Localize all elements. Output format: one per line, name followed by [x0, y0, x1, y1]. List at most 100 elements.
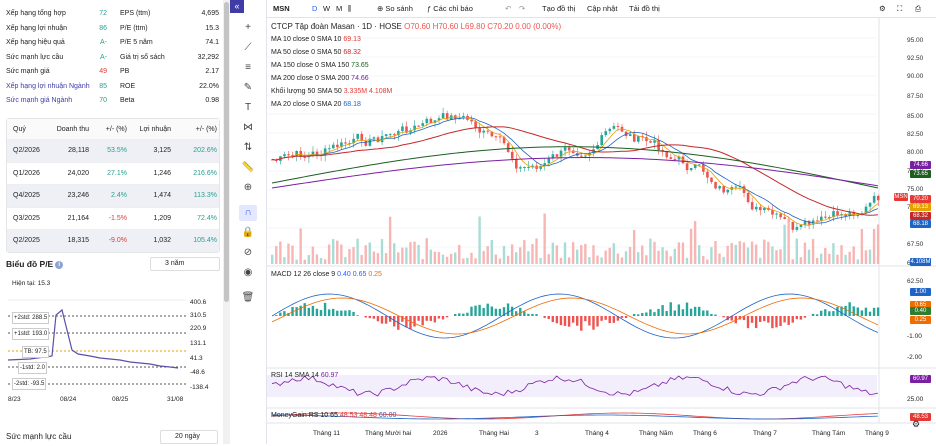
pe-range-select[interactable]: 3 năm: [150, 257, 220, 271]
candle: [332, 145, 335, 149]
ma20-line: [272, 118, 878, 223]
volume-bar: [365, 245, 367, 264]
magnet-icon[interactable]: ∩: [239, 205, 257, 221]
macd-hist: [543, 316, 545, 318]
macd-hist: [787, 316, 789, 325]
collapse-icon[interactable]: «: [230, 0, 244, 13]
volume-bar: [861, 229, 863, 264]
indicator-legend[interactable]: MA 150 close 0 SMA 150 73.65: [271, 61, 369, 71]
demand-range-select[interactable]: 20 ngày: [160, 430, 218, 444]
indicator-legend[interactable]: Khối lượng 50 SMA 50 3.335M 4.108M: [271, 87, 392, 97]
ruler-icon[interactable]: 📏: [239, 160, 257, 176]
create-chart-button[interactable]: Tạo đồ thị: [542, 3, 575, 15]
stat-label-2: P/E 5 năm: [120, 36, 153, 50]
load-chart-button[interactable]: Tải đồ thị: [629, 3, 660, 15]
macd-hist: [576, 316, 578, 326]
candle: [775, 214, 778, 215]
indicator-legend[interactable]: MA 200 close 0 SMA 200 74.66: [271, 74, 369, 84]
text-icon[interactable]: T: [239, 100, 257, 116]
macd-hist: [458, 313, 460, 316]
volume-bar: [796, 239, 798, 264]
update-button[interactable]: Cập nhật: [587, 3, 617, 15]
candle: [714, 182, 717, 188]
macd-hist: [295, 307, 297, 316]
volume-bar: [446, 257, 448, 264]
fullscreen-icon[interactable]: ⛶: [897, 3, 902, 15]
trash-icon[interactable]: 🗑: [239, 290, 257, 306]
trend-line-icon[interactable]: ⟋: [239, 40, 257, 56]
symbol-search[interactable]: MSN: [273, 3, 290, 15]
lock-drawings-icon[interactable]: ⊘: [239, 245, 257, 261]
stat-value-2: 0.98: [174, 94, 219, 108]
candle: [556, 154, 559, 157]
candle-type-icon[interactable]: ⫼: [348, 3, 351, 15]
candle: [747, 193, 750, 202]
indicator-legend[interactable]: MA 20 close 0 SMA 20 68.18: [271, 100, 361, 110]
pe-ytick: 400.6: [190, 298, 206, 308]
prediction-icon[interactable]: ⇅: [239, 140, 257, 156]
volume-bar: [873, 229, 875, 264]
interval-m[interactable]: M: [336, 3, 342, 15]
fib-icon[interactable]: ≡: [239, 60, 257, 76]
undo-icon[interactable]: ↶: [505, 3, 511, 15]
macd-hist: [604, 316, 606, 320]
candle: [328, 148, 331, 149]
volume-bar: [385, 253, 387, 264]
candle: [604, 131, 607, 135]
price-chart[interactable]: CTCP Tập đoàn Masan · 1D · HOSE O70.60 H…: [267, 18, 936, 444]
compare-button[interactable]: ⊕ So sánh: [377, 3, 413, 15]
candle: [613, 126, 616, 129]
volume-bar: [295, 260, 297, 264]
macd-hist: [389, 316, 391, 322]
volume-bar: [454, 253, 456, 264]
volume-bar: [389, 217, 391, 264]
pattern-icon[interactable]: ⋈: [239, 120, 257, 136]
interval-w[interactable]: W: [323, 3, 330, 15]
volume-bar: [600, 257, 602, 264]
candle: [304, 157, 307, 158]
settings-icon[interactable]: ⚙: [879, 3, 886, 15]
eye-icon[interactable]: ◉: [239, 265, 257, 281]
indicators-button[interactable]: ƒ Các chỉ báo: [427, 3, 473, 15]
candle: [674, 159, 677, 160]
price-tick: 85.00: [907, 112, 923, 122]
col-quarter: Quý: [7, 126, 37, 133]
zoom-icon[interactable]: ⊕: [239, 180, 257, 196]
indicator-legend[interactable]: MA 10 close 0 SMA 10 69.13: [271, 35, 361, 45]
candle: [670, 157, 673, 159]
stat-label[interactable]: Sức mạnh giá Ngành: [6, 94, 72, 108]
price-tick: 67.50: [907, 240, 923, 250]
volume-bar: [499, 259, 501, 264]
volume-bar: [808, 250, 810, 264]
volume-bar: [344, 257, 346, 264]
candle: [779, 214, 782, 218]
indicator-legend[interactable]: MA 50 close 0 SMA 50 68.32: [271, 48, 361, 58]
volume-bar: [478, 217, 480, 264]
macd-hist: [686, 303, 688, 316]
macd-hist: [613, 316, 615, 323]
candle: [377, 137, 380, 142]
candle: [430, 119, 433, 123]
volume-bar: [474, 258, 476, 264]
table-cell: Q2/2025: [7, 237, 37, 244]
macd-hist: [600, 316, 602, 321]
redo-icon[interactable]: ↷: [519, 3, 525, 15]
brush-icon[interactable]: ✎: [239, 80, 257, 96]
candle: [523, 167, 526, 168]
settings-corner-icon[interactable]: ⚙: [912, 419, 920, 429]
crosshair-icon[interactable]: +: [239, 20, 257, 36]
left-scrollbar[interactable]: [223, 0, 230, 444]
candle: [710, 178, 713, 182]
volume-bar: [417, 245, 419, 264]
interval-d[interactable]: D: [312, 3, 317, 15]
volume-bar: [613, 243, 615, 264]
macd-hist: [848, 302, 850, 316]
rsi-tick: 25.00: [907, 395, 923, 405]
lock-icon[interactable]: 🔒: [239, 225, 257, 241]
table-cell: 2.4%: [89, 192, 127, 199]
macd-hist: [751, 316, 753, 323]
volume-bar: [604, 251, 606, 264]
info-icon[interactable]: i: [55, 261, 63, 269]
camera-icon[interactable]: ⎙: [915, 3, 921, 15]
